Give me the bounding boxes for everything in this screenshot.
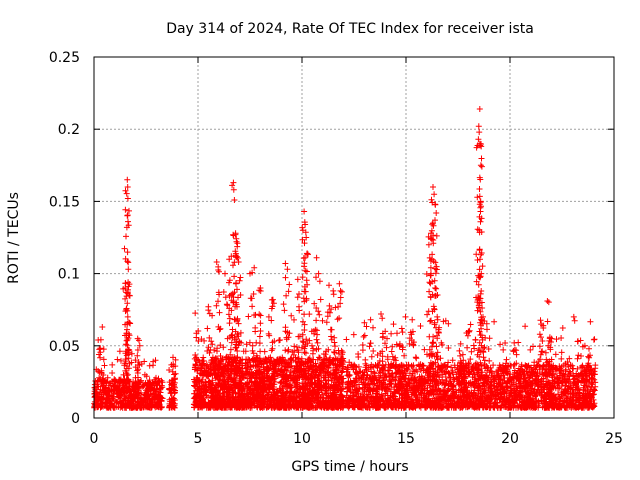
roti-points <box>91 106 599 411</box>
plot-frame <box>93 56 615 419</box>
x-tick-label: 0 <box>90 431 99 447</box>
y-tick-label: 0.05 <box>49 339 80 355</box>
y-tick-label: 0.1 <box>58 267 80 283</box>
x-tick-label: 15 <box>397 431 415 447</box>
y-tick-label: 0.2 <box>58 122 80 138</box>
x-tick-label: 10 <box>293 431 311 447</box>
chart-title: Day 314 of 2024, Rate Of TEC Index for r… <box>166 21 534 37</box>
y-tick-label: 0.25 <box>49 50 80 66</box>
y-axis-title: ROTI / TECUs <box>6 192 22 284</box>
y-tick-label: 0 <box>71 411 80 427</box>
data-points <box>91 106 599 411</box>
grid-layer <box>94 57 614 418</box>
x-tick-label: 5 <box>194 431 203 447</box>
x-axis-title: GPS time / hours <box>291 459 408 475</box>
y-tick-label: 0.15 <box>49 194 80 210</box>
x-tick-label: 25 <box>605 431 623 447</box>
x-tick-label: 20 <box>501 431 519 447</box>
